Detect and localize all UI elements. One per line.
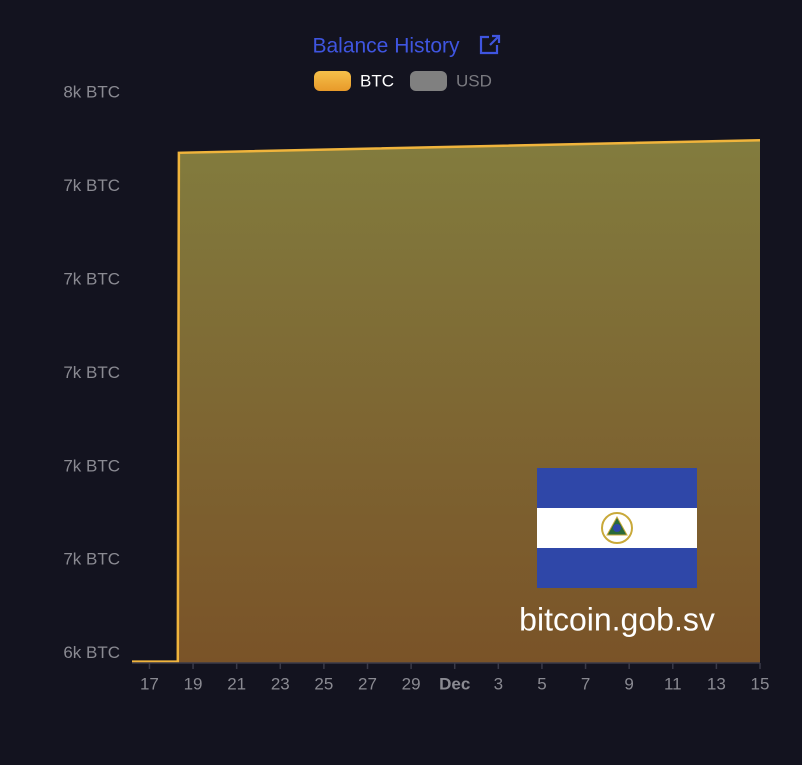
x-tick-label: 5 [537, 674, 546, 693]
x-tick-label: 3 [494, 674, 503, 693]
y-tick-label: 7k BTC [63, 176, 120, 195]
chart-title[interactable]: Balance History [312, 35, 460, 58]
x-tick-label: 17 [140, 674, 159, 693]
legend-swatch[interactable] [410, 71, 447, 91]
legend-label[interactable]: BTC [360, 71, 394, 90]
x-tick-label: 21 [227, 674, 246, 693]
x-tick-label: 19 [184, 674, 203, 693]
flag-watermark [537, 468, 697, 588]
x-tick-label: 29 [402, 674, 421, 693]
external-link-icon[interactable] [479, 34, 501, 55]
x-tick-label: 13 [707, 674, 726, 693]
x-tick-label: 7 [581, 674, 590, 693]
y-tick-label: 6k BTC [63, 643, 120, 662]
watermark-text: bitcoin.gob.sv [519, 601, 715, 637]
y-tick-label: 7k BTC [63, 269, 120, 288]
x-tick-label: Dec [439, 674, 470, 693]
x-tick-label: 11 [664, 674, 682, 693]
y-tick-label: 7k BTC [63, 456, 120, 475]
x-tick-label: 23 [271, 674, 290, 693]
legend-swatch[interactable] [314, 71, 351, 91]
line [132, 138, 761, 663]
legend-label[interactable]: USD [456, 71, 492, 90]
y-tick-label: 8k BTC [63, 82, 120, 101]
x-tick-label: 9 [624, 674, 633, 693]
x-tick-label: 25 [314, 674, 333, 693]
y-tick-label: 7k BTC [63, 550, 120, 569]
x-tick-label: 27 [358, 674, 377, 693]
y-tick-label: 7k BTC [63, 363, 120, 382]
x-tick-label: 15 [751, 674, 770, 693]
